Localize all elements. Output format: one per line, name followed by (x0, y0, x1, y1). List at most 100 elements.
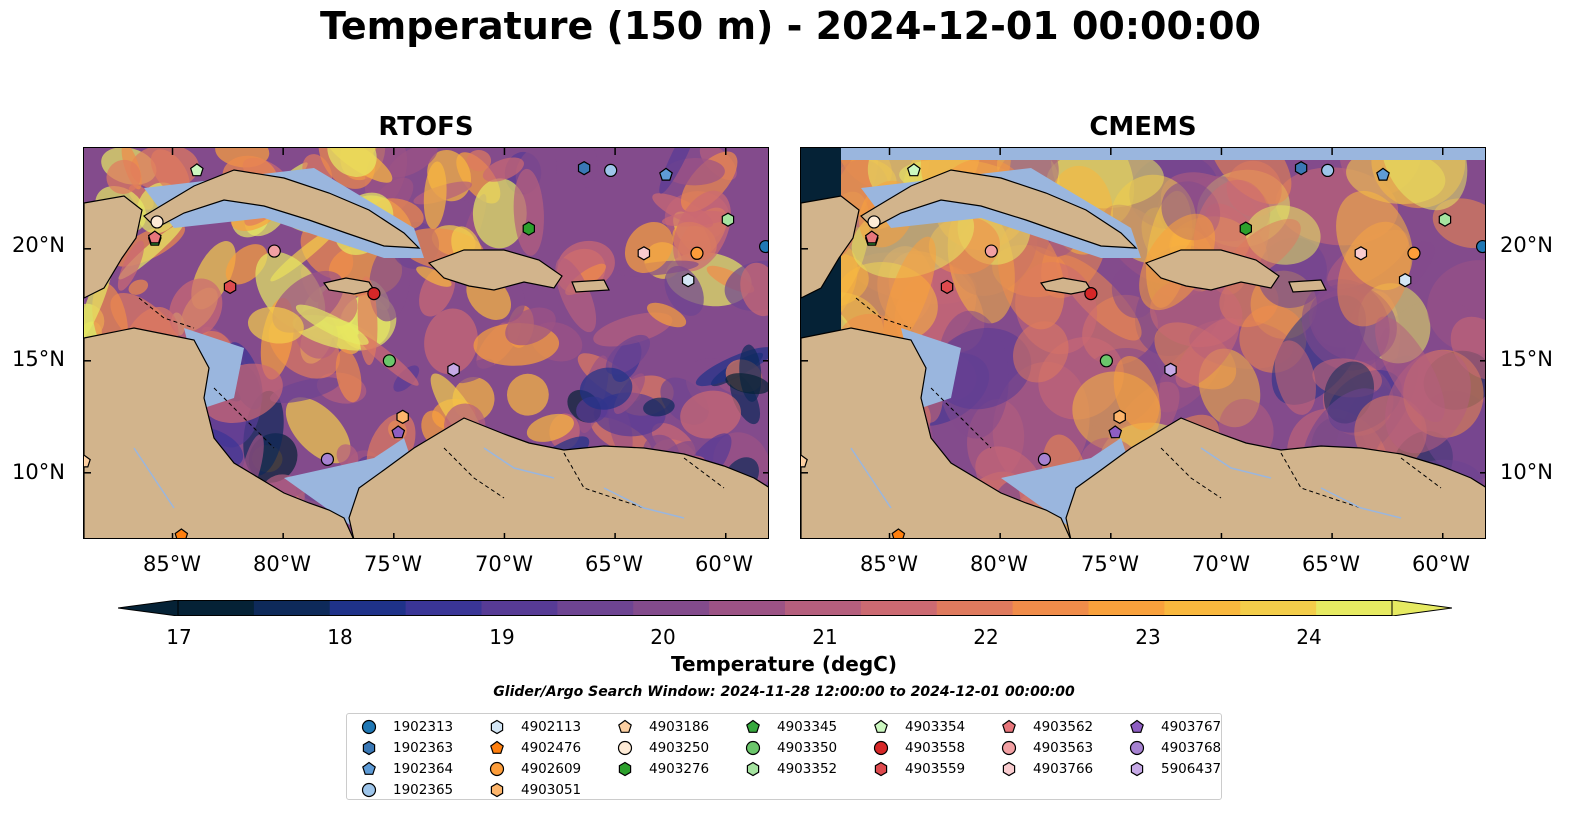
platform-marker-4902609 (1407, 246, 1421, 260)
platform-marker-4903767 (391, 425, 406, 439)
circle-marker-icon (745, 740, 761, 755)
platform-marker-4902476 (891, 528, 906, 538)
colorbar-segment (253, 600, 331, 616)
platform-marker-4903558 (367, 287, 381, 301)
colorbar-segment (557, 600, 634, 616)
river (483, 447, 555, 479)
colorbar-segment (1164, 600, 1241, 616)
x-tick-label: 85°W (143, 552, 201, 576)
legend-item-4903186: 4903186 (615, 716, 709, 737)
platform-marker-4903352 (1438, 212, 1452, 227)
river (1200, 447, 1272, 479)
platform-marker-4903558 (1084, 287, 1098, 301)
colorbar-label: Temperature (degC) (671, 652, 897, 676)
legend-item-5906437: 5906437 (1127, 758, 1221, 779)
y-tick-label: 15°N (12, 347, 65, 371)
legend-item-4903051: 4903051 (487, 779, 581, 800)
pentagon-marker-icon (490, 740, 504, 754)
platform-marker-1902363 (577, 161, 591, 176)
platform-marker-4902476 (174, 528, 189, 538)
platform-marker-4903186 (801, 454, 808, 468)
legend-label: 4903563 (1033, 739, 1094, 756)
legend-item-4903559: 4903559 (871, 758, 965, 779)
colorbar-segment (1088, 600, 1165, 616)
colorbar-segment (329, 600, 407, 616)
legend-item-4902476: 4902476 (487, 737, 581, 758)
platform-marker-4903354 (189, 163, 204, 177)
x-tick-label: 80°W (970, 552, 1028, 576)
colorbar-segment (178, 600, 255, 616)
hexagon-marker-icon (490, 782, 504, 797)
platform-marker-4903559 (940, 279, 954, 295)
platform-marker-4903563 (267, 244, 281, 258)
platform-marker-4903766 (1354, 246, 1368, 261)
colorbar-segment (936, 600, 1014, 616)
legend-label: 1902313 (393, 718, 454, 735)
y-tick-label: 10°N (1500, 460, 1553, 484)
legend-label: 4903276 (649, 760, 710, 777)
x-tick-label: 65°W (585, 552, 643, 576)
land-south-america (348, 417, 768, 538)
colorbar-segment (481, 600, 558, 616)
legend-item-1902364: 1902364 (359, 758, 453, 779)
legend-label: 4903767 (1161, 718, 1222, 735)
platform-marker-4903350 (382, 354, 396, 368)
pentagon-marker-icon (1002, 719, 1016, 733)
legend-item-4903766: 4903766 (999, 758, 1093, 779)
river (850, 447, 892, 509)
circle-marker-icon (489, 761, 505, 776)
colorbar-tick-label: 24 (1296, 625, 1322, 649)
legend-label: 4902113 (521, 718, 582, 735)
colorbar-extend-min (118, 600, 179, 616)
platform-marker-4902609 (690, 246, 704, 260)
legend-item-4903563: 4903563 (999, 737, 1093, 758)
platform-marker-4903051 (396, 409, 409, 424)
platform-marker-1902365 (604, 163, 618, 177)
hexagon-marker-icon (490, 719, 504, 734)
country-border (1400, 457, 1442, 489)
pentagon-marker-icon (362, 761, 376, 775)
hexagon-marker-icon (1130, 761, 1144, 776)
circle-marker-icon (617, 740, 633, 755)
colorbar-tick-label: 23 (1135, 625, 1161, 649)
colorbar-frame (177, 600, 1393, 616)
colorbar-tick-label: 22 (973, 625, 999, 649)
platform-marker-4903559 (223, 279, 237, 295)
shelf-region (1001, 438, 1131, 528)
platform-marker-4903186 (84, 454, 91, 468)
pentagon-marker-icon (874, 719, 888, 733)
figure-title: Temperature (150 m) - 2024-12-01 00:00:0… (319, 4, 1261, 48)
platform-marker-4903562 (147, 230, 162, 244)
country-border (443, 447, 505, 499)
colorbar-extend-max (1391, 600, 1452, 616)
legend-label: 4903562 (1033, 718, 1094, 735)
map-canvas-cmems (801, 148, 1485, 538)
legend-label: 4903558 (905, 739, 966, 756)
land-puerto-rico (1288, 279, 1327, 293)
hexagon-marker-icon (746, 761, 760, 776)
colorbar-segment (633, 600, 710, 616)
platform-marker-1902313 (1475, 239, 1485, 254)
platform-marker-5906437 (447, 362, 460, 377)
land-cuba (860, 169, 1138, 249)
platform-marker-4903350 (1099, 354, 1113, 368)
land-yucatan (801, 195, 860, 299)
country-border (213, 387, 275, 449)
x-tick-label: 60°W (695, 552, 753, 576)
country-border (683, 457, 725, 489)
hexagon-marker-icon (618, 761, 632, 776)
platform-marker-4903767 (1108, 425, 1123, 439)
legend-label: 1902363 (393, 739, 454, 756)
map-canvas-rtofs (84, 148, 768, 538)
circle-marker-icon (1129, 740, 1145, 755)
legend-label: 5906437 (1161, 760, 1222, 777)
legend-item-4903345: 4903345 (743, 716, 837, 737)
platform-marker-4903768 (1037, 452, 1052, 466)
no-data-band (801, 148, 1485, 160)
legend-label: 4903766 (1033, 760, 1094, 777)
x-tick-label: 75°W (364, 552, 422, 576)
legend-item-4902609: 4902609 (487, 758, 581, 779)
platform-marker-4903563 (984, 244, 998, 258)
river (133, 447, 175, 509)
legend-item-4903768: 4903768 (1127, 737, 1221, 758)
